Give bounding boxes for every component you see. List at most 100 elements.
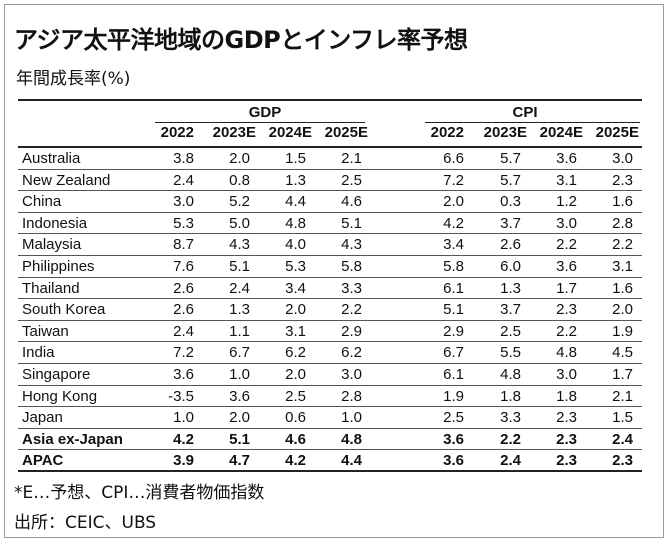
cpi-value: 0.3: [500, 193, 521, 211]
cpi-value: 2.3: [612, 171, 633, 189]
gdp-value: 5.0: [229, 214, 250, 232]
country-name: APAC: [22, 452, 64, 470]
gdp-value: 2.4: [173, 171, 194, 189]
table-row: APAC 3.9 4.7 4.2 4.4 3.6 2.4 2.3 2.3: [18, 450, 642, 472]
cpi-value: 1.5: [612, 409, 633, 427]
country-name: India: [22, 344, 55, 362]
country-name: Philippines: [22, 258, 95, 275]
year-header: 2022: [160, 124, 194, 141]
year-header: 2022: [430, 124, 464, 141]
cpi-value: 3.1: [556, 171, 577, 189]
cpi-value: 2.3: [612, 452, 633, 470]
cpi-value: 3.6: [443, 452, 464, 470]
year-header: 2025E: [595, 124, 639, 141]
gdp-value: 5.2: [229, 193, 250, 211]
cpi-value: 3.7: [500, 301, 521, 319]
country-name: New Zealand: [22, 171, 111, 189]
gdp-value: 2.2: [341, 301, 362, 319]
year-header: 2024E: [268, 124, 312, 141]
cpi-value: 5.7: [500, 171, 521, 189]
cpi-value: 1.7: [556, 279, 577, 297]
cpi-value: 5.8: [443, 258, 464, 275]
table-row: Japan 1.0 2.0 0.6 1.0 2.5 3.3 2.3 1.5: [18, 407, 642, 429]
cpi-value: 4.8: [556, 344, 577, 362]
cpi-value: 2.2: [612, 236, 633, 254]
cpi-value: 2.3: [556, 301, 577, 319]
gdp-value: 5.3: [173, 214, 194, 232]
gdp-value: 1.1: [229, 322, 250, 340]
table-row: India 7.2 6.7 6.2 6.2 6.7 5.5 4.8 4.5: [18, 342, 642, 364]
cpi-value: 3.0: [556, 214, 577, 232]
gdp-value: 7.6: [173, 258, 194, 275]
table-row: Philippines 7.6 5.1 5.3 5.8 5.8 6.0 3.6 3.1: [18, 256, 642, 278]
gdp-value: 2.0: [285, 366, 306, 383]
gdp-value: 1.5: [285, 150, 306, 167]
cpi-value: 6.1: [443, 366, 464, 383]
year-header: 2023E: [483, 124, 527, 141]
header-bottom-rule: [18, 146, 642, 148]
source-note: 出所：CEIC、UBS: [14, 513, 157, 533]
cpi-value: 6.0: [500, 258, 521, 275]
gdp-value: 4.2: [173, 430, 194, 448]
gdp-value: 2.8: [341, 387, 362, 405]
gdp-value: 3.1: [285, 322, 306, 340]
gdp-value: 1.0: [229, 366, 250, 383]
page-title: アジア太平洋地域のGDPとインフレ率予想: [14, 26, 468, 54]
cpi-value: 2.3: [556, 452, 577, 470]
gdp-value: 2.6: [173, 279, 194, 297]
table-row: Hong Kong -3.5 3.6 2.5 2.8 1.9 1.8 1.8 2.1: [18, 386, 642, 408]
gdp-value: 2.0: [285, 301, 306, 319]
gdp-value: 4.8: [285, 214, 306, 232]
cpi-value: 2.8: [612, 214, 633, 232]
gdp-value: 1.0: [341, 409, 362, 427]
gdp-value: 3.6: [229, 387, 250, 405]
gdp-value: 3.3: [341, 279, 362, 297]
cpi-value: 1.3: [500, 279, 521, 297]
cpi-value: 2.2: [556, 322, 577, 340]
country-name: Japan: [22, 409, 63, 427]
cpi-value: 2.0: [443, 193, 464, 211]
country-name: Indonesia: [22, 214, 88, 232]
cpi-value: 2.5: [500, 322, 521, 340]
cpi-value: 3.6: [556, 258, 577, 275]
table-row: Singapore 3.6 1.0 2.0 3.0 6.1 4.8 3.0 1.7: [18, 364, 642, 386]
gdp-value: 8.7: [173, 236, 194, 254]
gdp-value: 4.2: [285, 452, 306, 470]
gdp-value: -3.5: [168, 387, 194, 405]
cpi-value: 3.6: [556, 150, 577, 167]
table-row: New Zealand 2.4 0.8 1.3 2.5 7.2 5.7 3.1 2.3: [18, 170, 642, 192]
gdp-value: 7.2: [173, 344, 194, 362]
cpi-value: 2.3: [556, 430, 577, 448]
table-row: Asia ex-Japan 4.2 5.1 4.6 4.8 3.6 2.2 2.3 2.4: [18, 429, 642, 451]
gdp-value: 2.5: [341, 171, 362, 189]
cpi-value: 2.1: [612, 387, 633, 405]
year-header: 2025E: [324, 124, 368, 141]
gdp-value: 6.7: [229, 344, 250, 362]
gdp-value: 1.3: [229, 301, 250, 319]
cpi-value: 1.7: [612, 366, 633, 383]
gdp-value: 4.3: [229, 236, 250, 254]
gdp-value: 3.0: [341, 366, 362, 383]
cpi-value: 6.7: [443, 344, 464, 362]
country-name: Hong Kong: [22, 387, 98, 405]
table-row: Thailand 2.6 2.4 3.4 3.3 6.1 1.3 1.7 1.6: [18, 278, 642, 300]
gdp-value: 2.4: [229, 279, 250, 297]
gdp-value: 2.1: [341, 150, 362, 167]
gdp-value: 4.6: [341, 193, 362, 211]
gdp-value: 1.3: [285, 171, 306, 189]
group-header-gdp: GDP: [248, 104, 282, 121]
gdp-value: 2.0: [229, 150, 250, 167]
gdp-value: 5.1: [341, 214, 362, 232]
cpi-value: 4.5: [612, 344, 633, 362]
cpi-value: 3.7: [500, 214, 521, 232]
gdp-value: 0.6: [285, 409, 306, 427]
cpi-value: 1.8: [556, 387, 577, 405]
gdp-value: 4.0: [285, 236, 306, 254]
group-underline-cpi: [425, 122, 640, 123]
gdp-value: 2.6: [173, 301, 194, 319]
gdp-value: 3.6: [173, 366, 194, 383]
cpi-value: 2.4: [612, 430, 633, 448]
table-row: Indonesia 5.3 5.0 4.8 5.1 4.2 3.7 3.0 2.8: [18, 213, 642, 235]
cpi-value: 4.2: [443, 214, 464, 232]
gdp-value: 5.3: [285, 258, 306, 275]
